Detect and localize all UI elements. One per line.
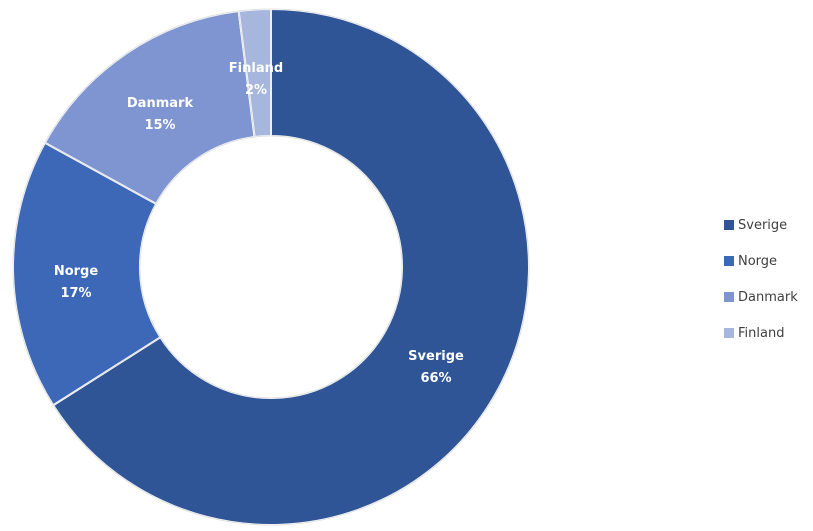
- donut-slice-finland: [237, 7, 272, 139]
- slice-percent-danmark: 15%: [144, 118, 175, 133]
- donut-slice-sverige: [51, 7, 530, 526]
- legend-label-sverige: Sverige: [738, 217, 788, 233]
- slice-label-finland: Finland: [229, 61, 283, 76]
- donut-slice-edge-finland: [238, 8, 272, 138]
- legend-label-finland: Finland: [738, 325, 785, 341]
- donut-slice-edge-danmark: [44, 10, 256, 205]
- donut-slice-edge-sverige: [52, 8, 530, 526]
- slice-label-danmark: Danmark: [127, 96, 194, 111]
- slice-percent-norge: 17%: [60, 286, 91, 301]
- legend-swatch-norge: [724, 256, 734, 266]
- legend-item-danmark: Danmark: [724, 279, 798, 315]
- legend-item-finland: Finland: [724, 315, 798, 351]
- legend-item-norge: Norge: [724, 243, 798, 279]
- chart-legend: Sverige Norge Danmark Finland: [724, 207, 798, 351]
- legend-swatch-finland: [724, 328, 734, 338]
- slice-label-sverige: Sverige: [408, 349, 464, 364]
- donut-slice-edge-norge: [12, 142, 162, 406]
- legend-swatch-danmark: [724, 292, 734, 302]
- slice-percent-sverige: 66%: [420, 371, 451, 386]
- legend-label-norge: Norge: [738, 253, 778, 269]
- donut-slice-danmark: [43, 9, 256, 206]
- donut-slice-norge: [12, 141, 162, 407]
- legend-label-danmark: Danmark: [738, 289, 798, 305]
- legend-item-sverige: Sverige: [724, 207, 798, 243]
- slice-percent-finland: 2%: [245, 83, 267, 98]
- legend-swatch-sverige: [724, 220, 734, 230]
- slice-label-norge: Norge: [54, 264, 99, 279]
